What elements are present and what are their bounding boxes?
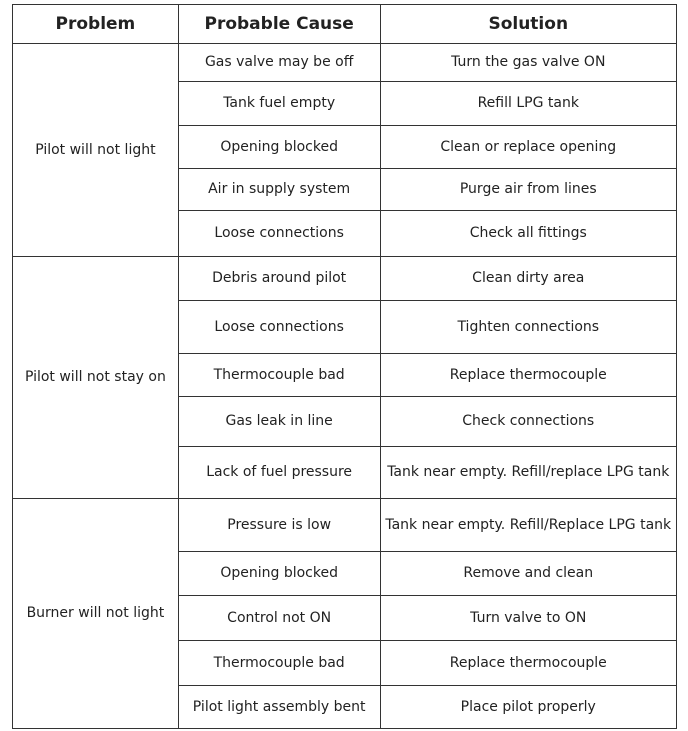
- table-row: Thermocouple bad Replace thermocouple: [13, 353, 678, 397]
- solution-cell: Refill LPG tank: [379, 81, 678, 126]
- table-row: Tank fuel empty Refill LPG tank: [13, 81, 678, 126]
- solution-cell: Check all fittings: [379, 210, 678, 257]
- table-row: Loose connections Check all fittings: [13, 210, 678, 257]
- troubleshooting-table: Problem Probable Cause Solution Pilot wi…: [12, 4, 678, 729]
- solution-cell: Purge air from lines: [379, 168, 678, 211]
- header-problem: Problem: [12, 4, 179, 44]
- cause-cell: Lack of fuel pressure: [177, 446, 381, 499]
- cause-cell: Loose connections: [177, 210, 381, 257]
- solution-cell: Turn the gas valve ON: [379, 43, 678, 82]
- cause-cell: Air in supply system: [177, 168, 381, 211]
- problem-cell: Pilot will not light: [12, 43, 179, 257]
- solution-cell: Replace thermocouple: [379, 640, 678, 686]
- table-row: Burner will not light Pressure is low Tank…: [12, 498, 678, 729]
- problem-cell: Pilot will not stay on: [12, 256, 179, 499]
- table-row: Loose connections Tighten connections: [13, 300, 678, 354]
- cause-cell: Gas leak in line: [177, 396, 381, 447]
- table-row: Control not ON Turn valve to ON: [13, 595, 678, 641]
- cause-cell: Opening blocked: [177, 125, 381, 169]
- header-solution: Solution: [379, 4, 678, 44]
- solution-cell: Remove and clean: [379, 551, 678, 596]
- solution-cell: Clean dirty area: [379, 256, 678, 301]
- header-row: Problem Probable Cause Solution: [12, 4, 678, 44]
- solution-cell: Clean or replace opening: [379, 125, 678, 169]
- cause-cell: Control not ON: [177, 595, 381, 641]
- solution-cell: Tank near empty. Refill/replace LPG tank: [379, 446, 678, 499]
- cause-cell: Debris around pilot: [177, 256, 381, 301]
- table-row: Pilot light assembly bent Place pilot pro…: [13, 685, 678, 729]
- header-cause: Probable Cause: [177, 4, 381, 44]
- table-row: Pilot will not stay on Debris around pilo…: [12, 256, 678, 499]
- table-row: Thermocouple bad Replace thermocouple: [13, 640, 678, 686]
- cause-cell: Thermocouple bad: [177, 640, 381, 686]
- table-row: Lack of fuel pressure Tank near empty. Re…: [13, 446, 678, 499]
- solution-cell: Tank near empty. Refill/Replace LPG tank: [379, 498, 678, 552]
- solution-cell: Turn valve to ON: [379, 595, 678, 641]
- cause-cell: Loose connections: [177, 300, 381, 354]
- table-row: Pilot will not light Gas valve may be off…: [12, 43, 678, 257]
- solution-cell: Place pilot properly: [379, 685, 678, 729]
- table-row: Opening blocked Clean or replace opening: [13, 125, 678, 169]
- cause-cell: Tank fuel empty: [177, 81, 381, 126]
- cause-cell: Pilot light assembly bent: [177, 685, 381, 729]
- cause-cell: Opening blocked: [177, 551, 381, 596]
- cause-cell: Pressure is low: [177, 498, 381, 552]
- table-row: Air in supply system Purge air from lines: [13, 168, 678, 211]
- solution-cell: Replace thermocouple: [379, 353, 678, 397]
- cause-cell: Gas valve may be off: [177, 43, 381, 82]
- solution-cell: Check connections: [379, 396, 678, 447]
- problem-cell: Burner will not light: [12, 498, 179, 729]
- cause-cell: Thermocouple bad: [177, 353, 381, 397]
- table-row: Gas leak in line Check connections: [13, 396, 678, 447]
- solution-cell: Tighten connections: [379, 300, 678, 354]
- table-row: Opening blocked Remove and clean: [13, 551, 678, 596]
